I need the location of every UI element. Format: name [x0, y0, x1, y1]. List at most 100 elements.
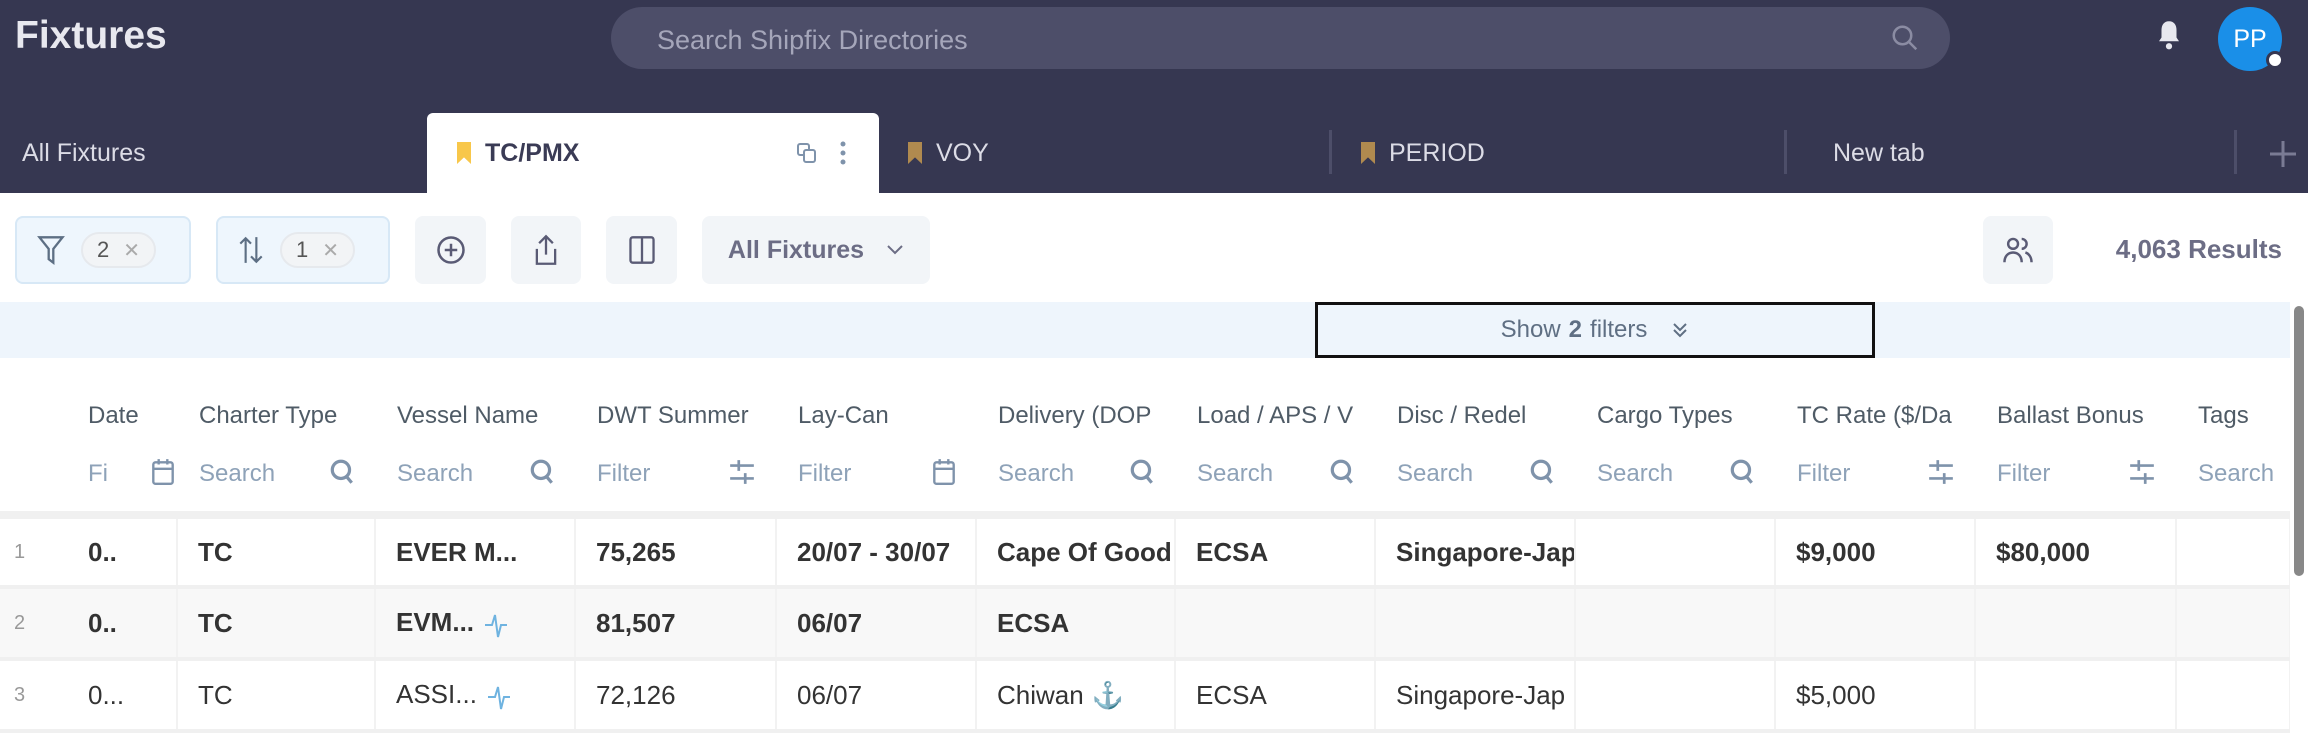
- sliders-icon[interactable]: [1927, 458, 1955, 486]
- search-icon[interactable]: [1329, 458, 1355, 486]
- table-cell[interactable]: TC: [177, 515, 376, 589]
- table-cell[interactable]: 06/07: [776, 659, 977, 733]
- table-cell[interactable]: [1575, 515, 1776, 589]
- table-cell[interactable]: 81,507: [575, 587, 777, 661]
- column-filter-input[interactable]: Filter: [776, 436, 976, 519]
- table-cell[interactable]: TC: [177, 587, 376, 661]
- column-header[interactable]: Delivery (DOP: [998, 402, 1152, 429]
- view-select[interactable]: All Fixtures: [702, 216, 930, 284]
- calendar-icon[interactable]: [932, 458, 956, 486]
- table-cell[interactable]: [2176, 587, 2291, 661]
- search-icon[interactable]: [1529, 458, 1555, 486]
- table-cell[interactable]: Cape Of Good: [976, 515, 1176, 589]
- scrollbar-thumb[interactable]: [2294, 306, 2304, 576]
- table-cell[interactable]: 06/07: [776, 587, 977, 661]
- filter-count-chip[interactable]: 2 ✕: [81, 232, 157, 268]
- table-cell[interactable]: Chiwan ⚓: [976, 659, 1176, 733]
- table-cell[interactable]: 75,265: [575, 515, 777, 589]
- tab-tc-pmx[interactable]: TC/PMX: [427, 113, 879, 193]
- sliders-icon[interactable]: [728, 458, 756, 486]
- more-options-icon[interactable]: [839, 141, 847, 165]
- table-cell[interactable]: 20/07 - 30/07: [776, 515, 977, 589]
- table-cell[interactable]: $5,000: [1775, 659, 1976, 733]
- table-cell[interactable]: [2176, 515, 2291, 589]
- table-cell[interactable]: ASSI...: [375, 659, 576, 733]
- table-cell[interactable]: Singapore-Jap: [1375, 515, 1576, 589]
- search-icon[interactable]: [1129, 458, 1155, 486]
- column-filter-input[interactable]: Search: [2176, 436, 2290, 519]
- table-row[interactable]: 1 0.. TC EVER M... 75,265 20/07 - 30/07 Cape O…: [0, 515, 2291, 589]
- user-avatar[interactable]: PP: [2218, 7, 2284, 71]
- column-header[interactable]: Disc / Redel: [1397, 402, 1527, 429]
- table-row[interactable]: 2 0.. TC EVM... 81,507 06/07 ECSA: [0, 587, 2291, 661]
- table-cell[interactable]: [1575, 587, 1776, 661]
- columns-button[interactable]: [606, 216, 677, 284]
- table-cell[interactable]: 0..: [88, 515, 178, 589]
- activity-icon[interactable]: [484, 611, 508, 639]
- export-button[interactable]: [511, 216, 581, 284]
- share-users-button[interactable]: [1983, 216, 2053, 284]
- column-filter-input[interactable]: Filter: [575, 436, 776, 519]
- table-cell[interactable]: [2176, 659, 2291, 733]
- table-row[interactable]: 3 0... TC ASSI... 72,126 06/07 Chiwan ⚓ ECSA Sing…: [0, 659, 2291, 733]
- notification-bell-icon[interactable]: [2154, 18, 2184, 52]
- sort-button[interactable]: 1 ✕: [216, 216, 390, 284]
- tab-new[interactable]: New tab: [1833, 113, 1925, 193]
- search-icon[interactable]: [1729, 458, 1755, 486]
- column-filter-input[interactable]: Filter: [1975, 436, 2176, 519]
- column-header[interactable]: Lay-Can: [798, 402, 889, 429]
- clear-sort-icon[interactable]: ✕: [322, 239, 340, 262]
- table-cell[interactable]: 72,126: [575, 659, 777, 733]
- column-filter-input[interactable]: Filter: [1775, 436, 1975, 519]
- directory-search-input[interactable]: Search Shipfix Directories: [611, 7, 1950, 69]
- column-filter-input[interactable]: Search: [1575, 436, 1775, 519]
- column-header[interactable]: Vessel Name: [397, 402, 539, 429]
- column-filter-input[interactable]: Search: [177, 436, 375, 519]
- table-cell[interactable]: Singapore-Jap: [1375, 659, 1576, 733]
- column-filter-input[interactable]: Search: [375, 436, 575, 519]
- filter-button[interactable]: 2 ✕: [15, 216, 191, 284]
- table-cell[interactable]: EVM...: [375, 587, 576, 661]
- tab-period[interactable]: PERIOD: [1361, 113, 1485, 193]
- column-header[interactable]: TC Rate ($/Da: [1797, 402, 1952, 429]
- column-header[interactable]: Cargo Types: [1597, 402, 1733, 429]
- sort-count-chip[interactable]: 1 ✕: [280, 232, 356, 268]
- clear-filters-icon[interactable]: ✕: [123, 239, 141, 262]
- add-tab-icon[interactable]: [2268, 139, 2298, 169]
- add-button[interactable]: [415, 216, 486, 284]
- table-cell[interactable]: 0..: [88, 587, 178, 661]
- column-header[interactable]: Charter Type: [199, 402, 338, 429]
- activity-icon[interactable]: [487, 683, 511, 711]
- column-header[interactable]: Load / APS / V: [1197, 402, 1354, 429]
- column-filter-input[interactable]: Fi: [88, 436, 177, 519]
- calendar-icon[interactable]: [151, 458, 175, 486]
- search-icon[interactable]: [329, 458, 355, 486]
- table-cell[interactable]: EVER M...: [375, 515, 576, 589]
- table-cell[interactable]: $9,000: [1775, 515, 1976, 589]
- tab-voy[interactable]: VOY: [908, 113, 989, 193]
- column-header[interactable]: Ballast Bonus: [1997, 402, 2144, 429]
- table-cell[interactable]: [1775, 587, 1976, 661]
- table-cell[interactable]: $80,000: [1975, 515, 2177, 589]
- column-header[interactable]: DWT Summer: [597, 402, 749, 429]
- table-cell[interactable]: [1575, 659, 1776, 733]
- table-cell[interactable]: ECSA: [1175, 515, 1376, 589]
- table-cell[interactable]: ECSA: [1175, 659, 1376, 733]
- sliders-icon[interactable]: [2128, 458, 2156, 486]
- table-cell[interactable]: [1975, 587, 2177, 661]
- table-cell[interactable]: [1975, 659, 2177, 733]
- duplicate-icon[interactable]: [795, 141, 819, 165]
- column-filter-input[interactable]: Search: [1375, 436, 1575, 519]
- table-cell[interactable]: TC: [177, 659, 376, 733]
- show-filters-button[interactable]: Show 2 filters: [1315, 302, 1875, 358]
- table-cell[interactable]: 0...: [88, 659, 178, 733]
- search-icon[interactable]: [529, 458, 555, 486]
- column-header[interactable]: Tags: [2198, 402, 2249, 429]
- table-cell[interactable]: ECSA: [976, 587, 1176, 661]
- table-cell[interactable]: [1175, 587, 1376, 661]
- table-cell[interactable]: [1375, 587, 1576, 661]
- column-header[interactable]: Date: [88, 402, 139, 429]
- tab-all-fixtures[interactable]: All Fixtures: [22, 113, 146, 193]
- column-filter-input[interactable]: Search: [976, 436, 1175, 519]
- column-filter-input[interactable]: Search: [1175, 436, 1375, 519]
